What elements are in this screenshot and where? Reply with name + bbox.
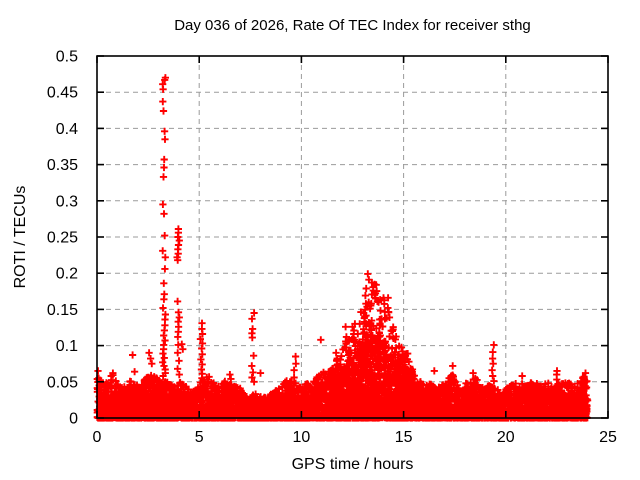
- chart-title: Day 036 of 2026, Rate Of TEC Index for r…: [174, 17, 531, 34]
- y-axis-label: ROTI / TECUs: [12, 186, 29, 289]
- x-tick-label: 0: [93, 429, 102, 446]
- x-tick-label: 5: [195, 429, 204, 446]
- x-axis-label: GPS time / hours: [292, 456, 414, 473]
- y-tick-label: 0.25: [47, 230, 78, 247]
- y-tick-label: 0.5: [56, 49, 78, 66]
- y-tick-label: 0: [69, 411, 78, 428]
- y-tick-label: 0.1: [56, 338, 78, 355]
- x-tick-label: 15: [395, 429, 413, 446]
- y-tick-label: 0.4: [56, 121, 78, 138]
- y-tick-label: 0.05: [47, 374, 78, 391]
- x-tick-label: 20: [497, 429, 515, 446]
- scatter-points: [93, 74, 592, 422]
- axis-ticks: [96, 55, 609, 419]
- x-tick-label: 10: [293, 429, 311, 446]
- y-tick-label: 0.2: [56, 266, 78, 283]
- x-tick-label: 25: [599, 429, 617, 446]
- y-tick-labels: 0 0.05 0.1 0.15 0.2 0.25 0.3 0.35 0.4 0.45 0.5: [47, 49, 78, 428]
- y-tick-label: 0.15: [47, 302, 78, 319]
- y-tick-label: 0.3: [56, 193, 78, 210]
- y-tick-label: 0.45: [47, 85, 78, 102]
- y-tick-label: 0.35: [47, 157, 78, 174]
- grid-lines: [97, 56, 608, 418]
- x-tick-labels: 0 5 10 15 20 25: [93, 429, 617, 446]
